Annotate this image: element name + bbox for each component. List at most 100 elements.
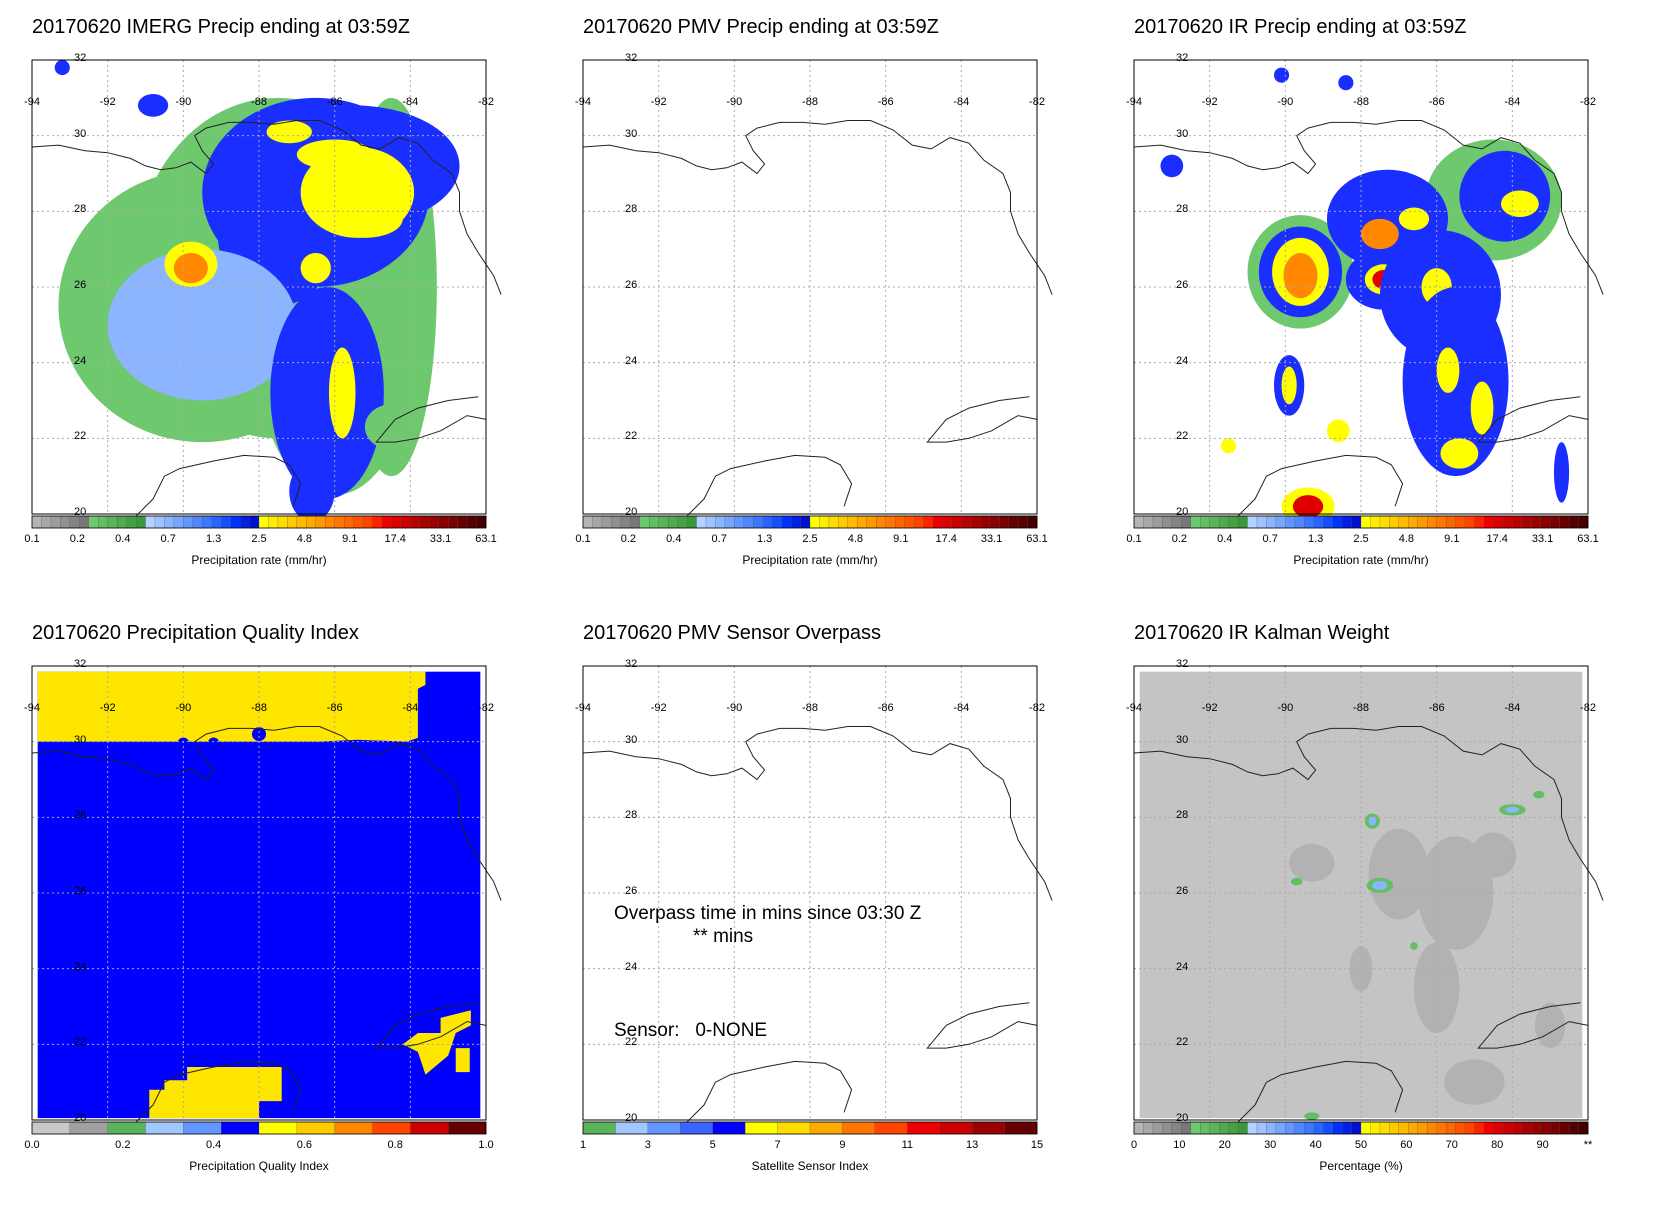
colorbar-tick-label: 13: [966, 1139, 979, 1151]
sensor-text: Sensor: 0-NONE: [614, 1020, 768, 1041]
latitude-label: 26: [625, 279, 638, 291]
latitude-label: 24: [625, 960, 638, 973]
precip-cell: [1553, 442, 1570, 503]
latitude-label: 20: [1176, 1112, 1189, 1124]
latitude-label: 26: [625, 885, 638, 897]
longitude-label: -90: [1277, 702, 1294, 714]
map-plot: [582, 665, 1053, 1125]
colorbar-tick-label: 40: [1309, 1139, 1322, 1151]
panel-ir: 20170620 IR Precip ending at 03:59Z -94 -9…: [1102, 0, 1653, 606]
colorbar-label: Satellite Sensor Index: [751, 1159, 869, 1173]
longitude-label: -92: [99, 702, 116, 714]
colorbar-tick-label: 20: [1218, 1139, 1231, 1151]
longitude-label: -94: [24, 96, 40, 108]
longitude-label: -86: [1428, 96, 1445, 108]
latitude-label: 26: [1176, 885, 1189, 897]
colorbar-tick-label: 2.5: [251, 533, 267, 545]
latitude-label: 22: [74, 430, 87, 443]
colorbar-label: Precipitation rate (mm/hr): [1293, 553, 1429, 567]
colorbar-tick-label: 30: [1264, 1139, 1277, 1151]
colorbar-tick-label: 33.1: [1531, 533, 1554, 545]
longitude-label: -84: [1504, 702, 1521, 714]
colorbar-tick-label: 33.1: [429, 533, 452, 545]
precip-cell: [1436, 347, 1460, 393]
colorbar-tick-label: 0.0: [24, 1139, 40, 1151]
latitude-label: 26: [74, 885, 87, 897]
precip-cell: [1273, 67, 1290, 83]
longitude-label: -82: [1029, 96, 1045, 108]
colorbar-label: Percentage (%): [1319, 1159, 1403, 1173]
latitude-label: 20: [625, 506, 638, 518]
longitude-label: -88: [802, 702, 818, 714]
precip-cell: [1160, 154, 1184, 178]
colorbar-label: Precipitation rate (mm/hr): [191, 553, 327, 567]
longitude-label: -86: [877, 702, 894, 714]
panel-overpass: 20170620 PMV Sensor Overpass -94 -92 -90 -88…: [551, 606, 1102, 1212]
colorbar-tick-label: 0.1: [24, 533, 40, 545]
longitude-label: -92: [650, 702, 667, 714]
latitude-label: 20: [1176, 506, 1189, 518]
latitude-label: 26: [74, 279, 87, 291]
precip-cell: [1470, 381, 1494, 435]
longitude-label: -84: [1504, 96, 1521, 108]
coastline: [582, 120, 1053, 295]
coastline: [582, 726, 1053, 901]
colorbar-tick-label: 0.4: [115, 533, 131, 545]
latitude-label: 32: [1176, 658, 1189, 670]
longitude-label: -86: [326, 702, 343, 714]
longitude-label: -86: [877, 96, 894, 108]
colorbar-tick-label: 3: [644, 1139, 651, 1151]
coastline: [926, 396, 1038, 443]
latitude-label: 24: [1176, 960, 1189, 973]
precip-cell: [328, 347, 356, 439]
latitude-label: 28: [1176, 203, 1189, 216]
panel-kalman: 20170620 IR Kalman Weight -94 -92 -90 -88 -86…: [1102, 606, 1653, 1212]
longitude-label: -90: [175, 96, 192, 108]
colorbar-tick-label: 17.4: [935, 533, 957, 545]
colorbar-tick-label: 9: [839, 1139, 846, 1151]
colorbar-tick-label: 11: [901, 1139, 913, 1151]
colorbar-tick-label: 7: [774, 1139, 781, 1151]
colorbar-tick-label: 60: [1400, 1139, 1413, 1151]
coastline: [1235, 1060, 1404, 1125]
latitude-label: 32: [1176, 52, 1189, 64]
latitude-label: 24: [1176, 354, 1189, 367]
latitude-label: 28: [625, 809, 638, 822]
precip-cell: [1292, 495, 1324, 518]
longitude-label: -92: [1201, 702, 1218, 714]
longitude-label: -84: [402, 702, 419, 714]
longitude-label: -90: [1277, 96, 1294, 108]
precip-cell: [1289, 843, 1335, 882]
map-plot: [31, 665, 502, 1125]
colorbar-tick-label: 0.8: [387, 1139, 403, 1151]
latitude-label: 32: [74, 52, 87, 64]
overpass-time-text: Overpass time in mins since 03:30 Z: [614, 903, 922, 924]
longitude-label: -86: [1428, 702, 1445, 714]
longitude-label: -94: [1126, 96, 1142, 108]
latitude-label: 20: [625, 1112, 638, 1124]
precip-cell: [1398, 207, 1430, 231]
longitude-label: -88: [1353, 96, 1369, 108]
longitude-label: -88: [251, 702, 267, 714]
latitude-label: 30: [1176, 127, 1189, 140]
colorbar-tick-label: 9.1: [893, 533, 909, 545]
colorbar-tick-label: 50: [1354, 1139, 1368, 1151]
coastline: [926, 1002, 1038, 1049]
colorbar-tick-label: 1.3: [756, 533, 773, 545]
colorbar-tick-label: 90: [1536, 1139, 1549, 1151]
colorbar-tick-label: 0.2: [620, 533, 637, 545]
longitude-label: -84: [402, 96, 419, 108]
colorbar-tick-label: 17.4: [1486, 533, 1508, 545]
colorbar-label: Precipitation rate (mm/hr): [742, 553, 878, 567]
panel-imerg: 20170620 IMERG Precip ending at 03:59Z -9…: [0, 0, 551, 606]
precip-cell: [1361, 218, 1399, 250]
colorbar-tick-label: 4.8: [1398, 533, 1415, 545]
longitude-label: -92: [650, 96, 667, 108]
colorbar-tick-label: 10: [1173, 1139, 1186, 1151]
colorbar-tick-label: 1.3: [205, 533, 222, 545]
colorbar-tick-label: 9.1: [1444, 533, 1460, 545]
precip-cell: [1281, 366, 1297, 405]
panel-title: 20170620 Precipitation Quality Index: [32, 622, 359, 644]
precip-cell: [1440, 438, 1479, 469]
coastline: [1133, 726, 1604, 901]
